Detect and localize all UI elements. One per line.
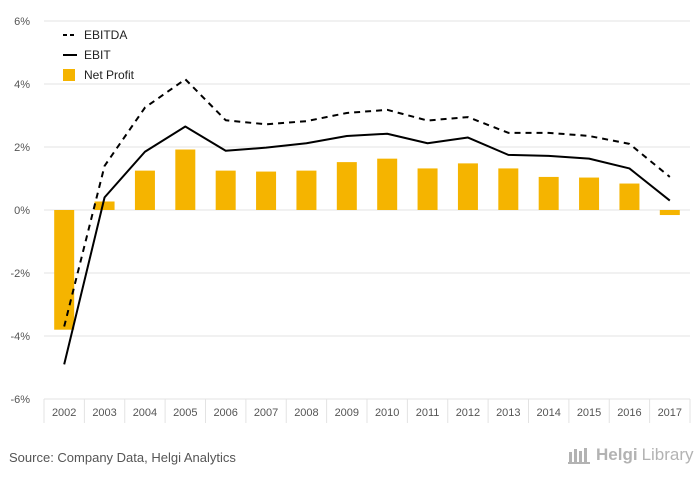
source-note: Source: Company Data, Helgi Analytics — [9, 450, 236, 465]
net-profit-bar — [457, 163, 478, 210]
x-tick-label: 2002 — [52, 407, 76, 419]
x-tick-label: 2008 — [294, 407, 318, 419]
net-profit-bar — [175, 149, 196, 210]
x-tick-label: 2016 — [617, 407, 641, 419]
net-profit-bar — [538, 176, 559, 210]
brand-name-light: Library — [641, 445, 694, 464]
x-tick-label: 2005 — [173, 407, 197, 419]
net-profit-bar — [215, 170, 236, 210]
net-profit-bar — [417, 168, 438, 210]
y-tick-label: 0% — [14, 205, 30, 217]
x-tick-label: 2007 — [254, 407, 278, 419]
net-profit-bar — [619, 183, 640, 210]
x-tick-label: 2006 — [213, 407, 237, 419]
ebitda-line — [63, 78, 671, 327]
legend-label: EBIT — [84, 48, 111, 62]
y-tick-label: 4% — [14, 79, 30, 91]
net-profit-bar — [296, 170, 317, 210]
y-tick-label: -6% — [10, 394, 30, 406]
chart-plot: 6% 4% 2% 0% -2% -4% -6% 2002 2003 2004 2005 2006 200… — [10, 16, 691, 423]
legend-label: EBITDA — [84, 28, 127, 42]
y-tick-label: 6% — [14, 16, 30, 28]
legend-label: Net Profit — [84, 68, 135, 82]
x-tick-label: 2012 — [456, 407, 480, 419]
y-tick-label: 2% — [14, 142, 30, 154]
net-profit-bar — [579, 177, 600, 210]
net-profit-bar — [336, 162, 357, 210]
x-tick-label: 2017 — [658, 407, 682, 419]
legend-swatch — [63, 69, 75, 81]
x-tick-label: 2014 — [536, 407, 560, 419]
net-profit-bar — [54, 210, 75, 330]
ebit-line — [63, 125, 671, 365]
x-tick-label: 2004 — [133, 407, 157, 419]
y-tick-label: -4% — [10, 331, 30, 343]
y-tick-label: -2% — [10, 268, 30, 280]
net-profit-bar — [94, 201, 115, 210]
x-tick-label: 2013 — [496, 407, 520, 419]
x-tick-label: 2003 — [92, 407, 116, 419]
library-logo-icon — [568, 448, 590, 464]
net-profit-bar — [498, 168, 519, 210]
x-tick-label: 2015 — [577, 407, 601, 419]
x-tick-label: 2011 — [416, 407, 440, 419]
helgi-library-logo: Helgi Library — [568, 445, 694, 465]
x-tick-label: 2010 — [375, 407, 399, 419]
net-profit-bar — [134, 170, 155, 210]
brand-name-bold: Helgi — [596, 445, 638, 464]
x-tick-label: 2009 — [335, 407, 359, 419]
net-profit-bar — [659, 210, 680, 216]
net-profit-bar — [377, 158, 398, 210]
net-profit-bar — [256, 171, 277, 210]
